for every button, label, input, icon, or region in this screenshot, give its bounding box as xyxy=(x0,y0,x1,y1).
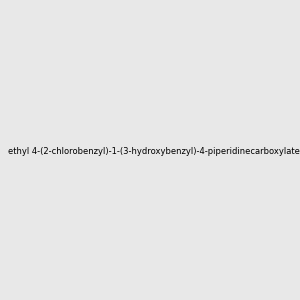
Text: ethyl 4-(2-chlorobenzyl)-1-(3-hydroxybenzyl)-4-piperidinecarboxylate: ethyl 4-(2-chlorobenzyl)-1-(3-hydroxyben… xyxy=(8,147,300,156)
